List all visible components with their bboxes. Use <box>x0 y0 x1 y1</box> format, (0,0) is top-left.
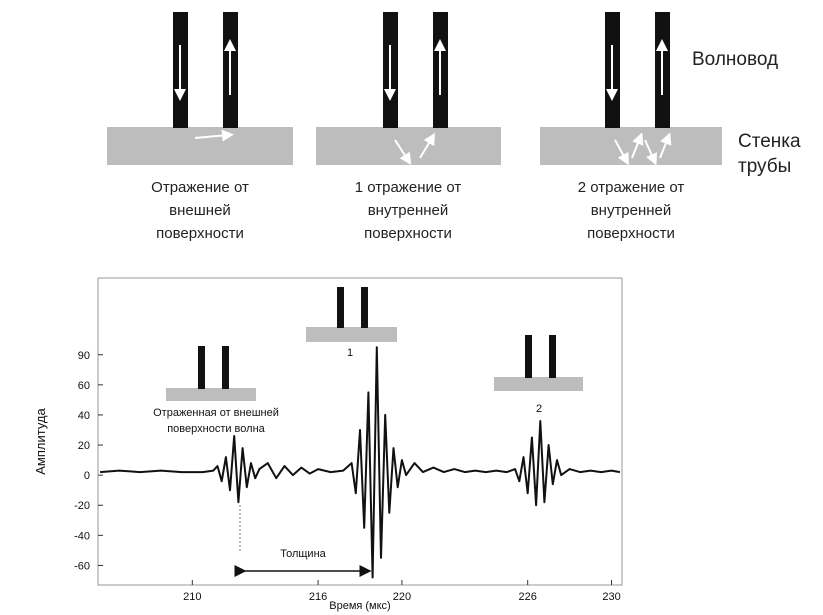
panel-caption: Отражение от <box>151 179 249 196</box>
panel-caption: 2 отражение от <box>578 179 685 196</box>
annotation: 2 <box>536 403 542 415</box>
mini-icons <box>166 287 583 401</box>
x-tick-label: 220 <box>393 591 411 603</box>
x-tick-label: 226 <box>519 591 537 603</box>
x-tick-label: 230 <box>602 591 620 603</box>
panel-caption: поверхности <box>364 225 452 242</box>
y-tick-label: -20 <box>74 500 90 512</box>
panel-caption: внутренней <box>368 202 449 219</box>
x-axis-label: Время (мкс) <box>329 600 390 612</box>
annotation: Толщина <box>280 548 326 560</box>
y-tick-label: -40 <box>74 530 90 542</box>
y-tick-label: 40 <box>78 410 90 422</box>
wall-plate <box>107 127 293 165</box>
y-tick-label: 90 <box>78 350 90 362</box>
y-axis-label: Амплитуда <box>33 407 48 474</box>
y-tick-label: 20 <box>78 440 90 452</box>
diagram: Волновод Стенка трубы <box>107 12 801 177</box>
wall-label: трубы <box>738 156 791 177</box>
wall-label: Стенка <box>738 131 801 152</box>
annotation: Отраженная от внешней <box>153 407 279 419</box>
wall-plate <box>540 127 722 165</box>
y-tick-label: -60 <box>74 560 90 572</box>
y-tick-label: 60 <box>78 380 90 392</box>
panel-caption: поверхности <box>156 225 244 242</box>
x-tick-label: 216 <box>309 591 327 603</box>
panel-caption: 1 отражение от <box>355 179 462 196</box>
panel-caption: внешней <box>169 202 231 219</box>
waveguides <box>173 12 670 128</box>
page: Волновод Стенка трубы Отражение от внешне… <box>0 0 823 615</box>
waveguide-label: Волновод <box>692 49 778 70</box>
annotation: 1 <box>347 347 353 359</box>
panel-caption: внутренней <box>591 202 672 219</box>
y-tick-label: 0 <box>84 470 90 482</box>
captions: Отражение от внешней поверхности 1 отражени… <box>151 179 684 242</box>
panel-caption: поверхности <box>587 225 675 242</box>
annotation: поверхности волна <box>167 423 265 435</box>
x-tick-label: 210 <box>183 591 201 603</box>
